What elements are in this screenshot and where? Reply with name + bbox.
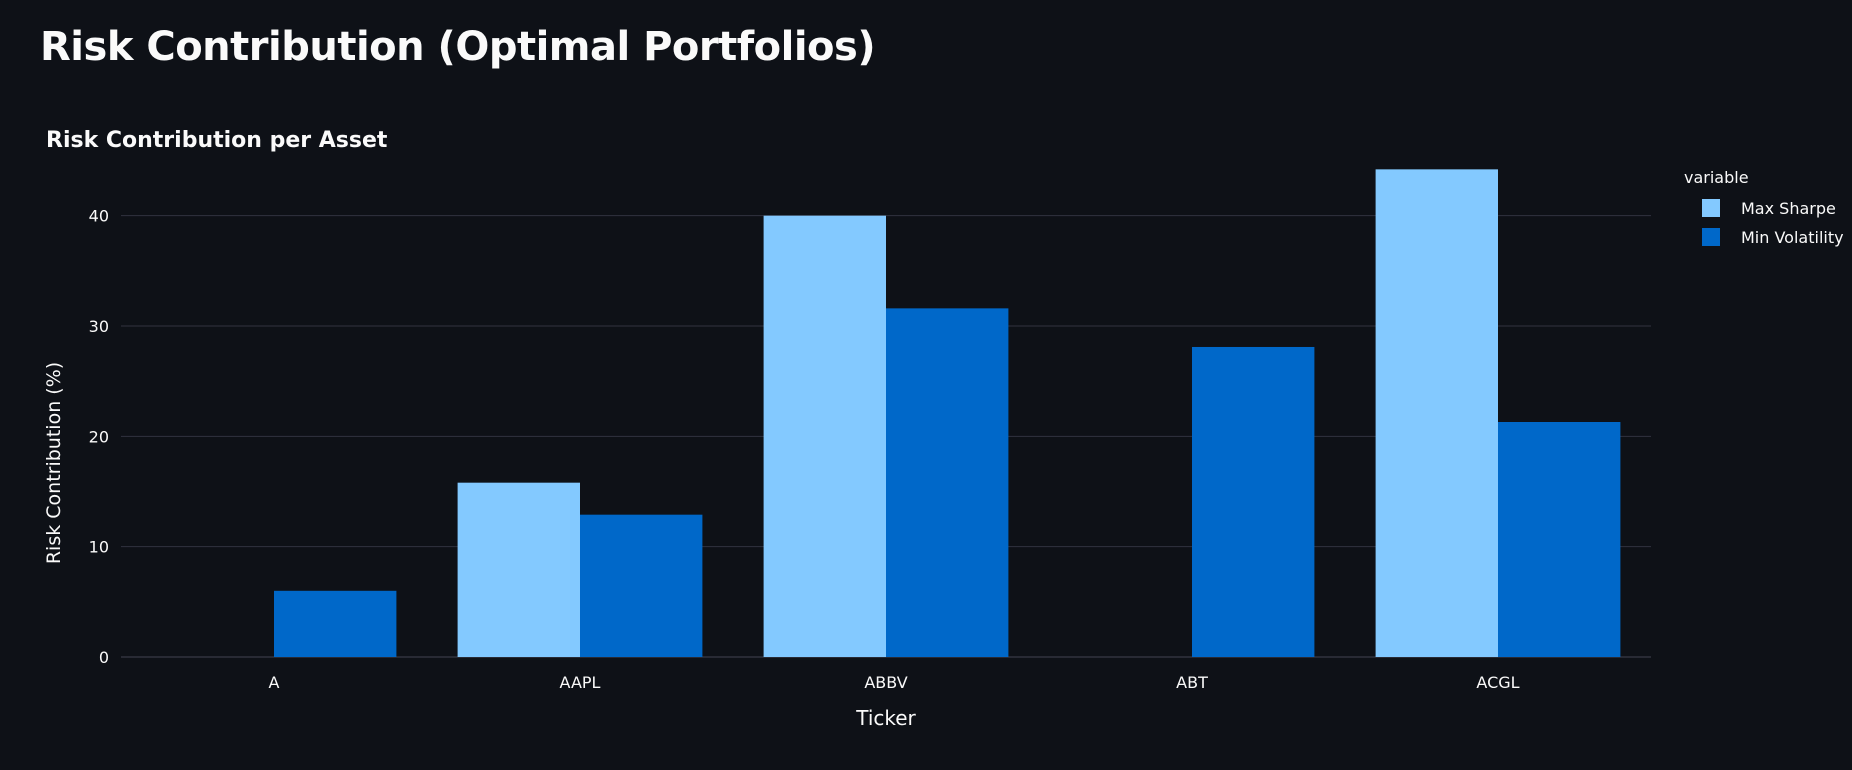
y-tick-label: 30 bbox=[89, 317, 109, 336]
y-tick-label: 40 bbox=[89, 207, 109, 226]
bars bbox=[274, 169, 1621, 657]
chart-title: Risk Contribution per Asset bbox=[46, 128, 388, 153]
legend-swatch-max-sharpe[interactable] bbox=[1702, 199, 1720, 217]
x-tick-label: ABBV bbox=[864, 673, 907, 692]
y-tick-label: 0 bbox=[99, 648, 109, 667]
bar-acgl-max-sharpe[interactable] bbox=[1375, 169, 1498, 657]
y-tick-label: 20 bbox=[89, 427, 109, 446]
y-tick-labels: 0 10 20 30 40 bbox=[89, 207, 109, 667]
legend-swatch-min-volatility[interactable] bbox=[1702, 228, 1720, 246]
bar-a-min-volatility[interactable] bbox=[274, 590, 397, 657]
bar-abbv-max-sharpe[interactable] bbox=[763, 215, 886, 657]
page-title: Risk Contribution (Optimal Portfolios) bbox=[40, 24, 876, 70]
x-tick-label: ACGL bbox=[1476, 673, 1519, 692]
x-tick-label: AAPL bbox=[560, 673, 601, 692]
bar-abbv-min-volatility[interactable] bbox=[886, 308, 1009, 657]
bar-acgl-min-volatility[interactable] bbox=[1498, 421, 1621, 657]
bar-aapl-max-sharpe[interactable] bbox=[457, 482, 580, 657]
x-tick-label: A bbox=[269, 673, 280, 692]
bar-aapl-min-volatility[interactable] bbox=[580, 514, 703, 657]
legend[interactable]: variable Max Sharpe Min Volatility bbox=[1684, 168, 1844, 247]
x-axis-label: Ticker bbox=[855, 706, 916, 730]
x-tick-labels: A AAPL ABBV ABT ACGL bbox=[269, 673, 1520, 692]
legend-title: variable bbox=[1684, 168, 1749, 187]
x-tick-label: ABT bbox=[1176, 673, 1208, 692]
legend-label-max-sharpe[interactable]: Max Sharpe bbox=[1741, 199, 1836, 218]
y-axis-label: Risk Contribution (%) bbox=[43, 362, 65, 564]
y-tick-label: 10 bbox=[89, 538, 109, 557]
legend-label-min-volatility[interactable]: Min Volatility bbox=[1741, 228, 1844, 247]
bar-abt-min-volatility[interactable] bbox=[1192, 346, 1315, 657]
